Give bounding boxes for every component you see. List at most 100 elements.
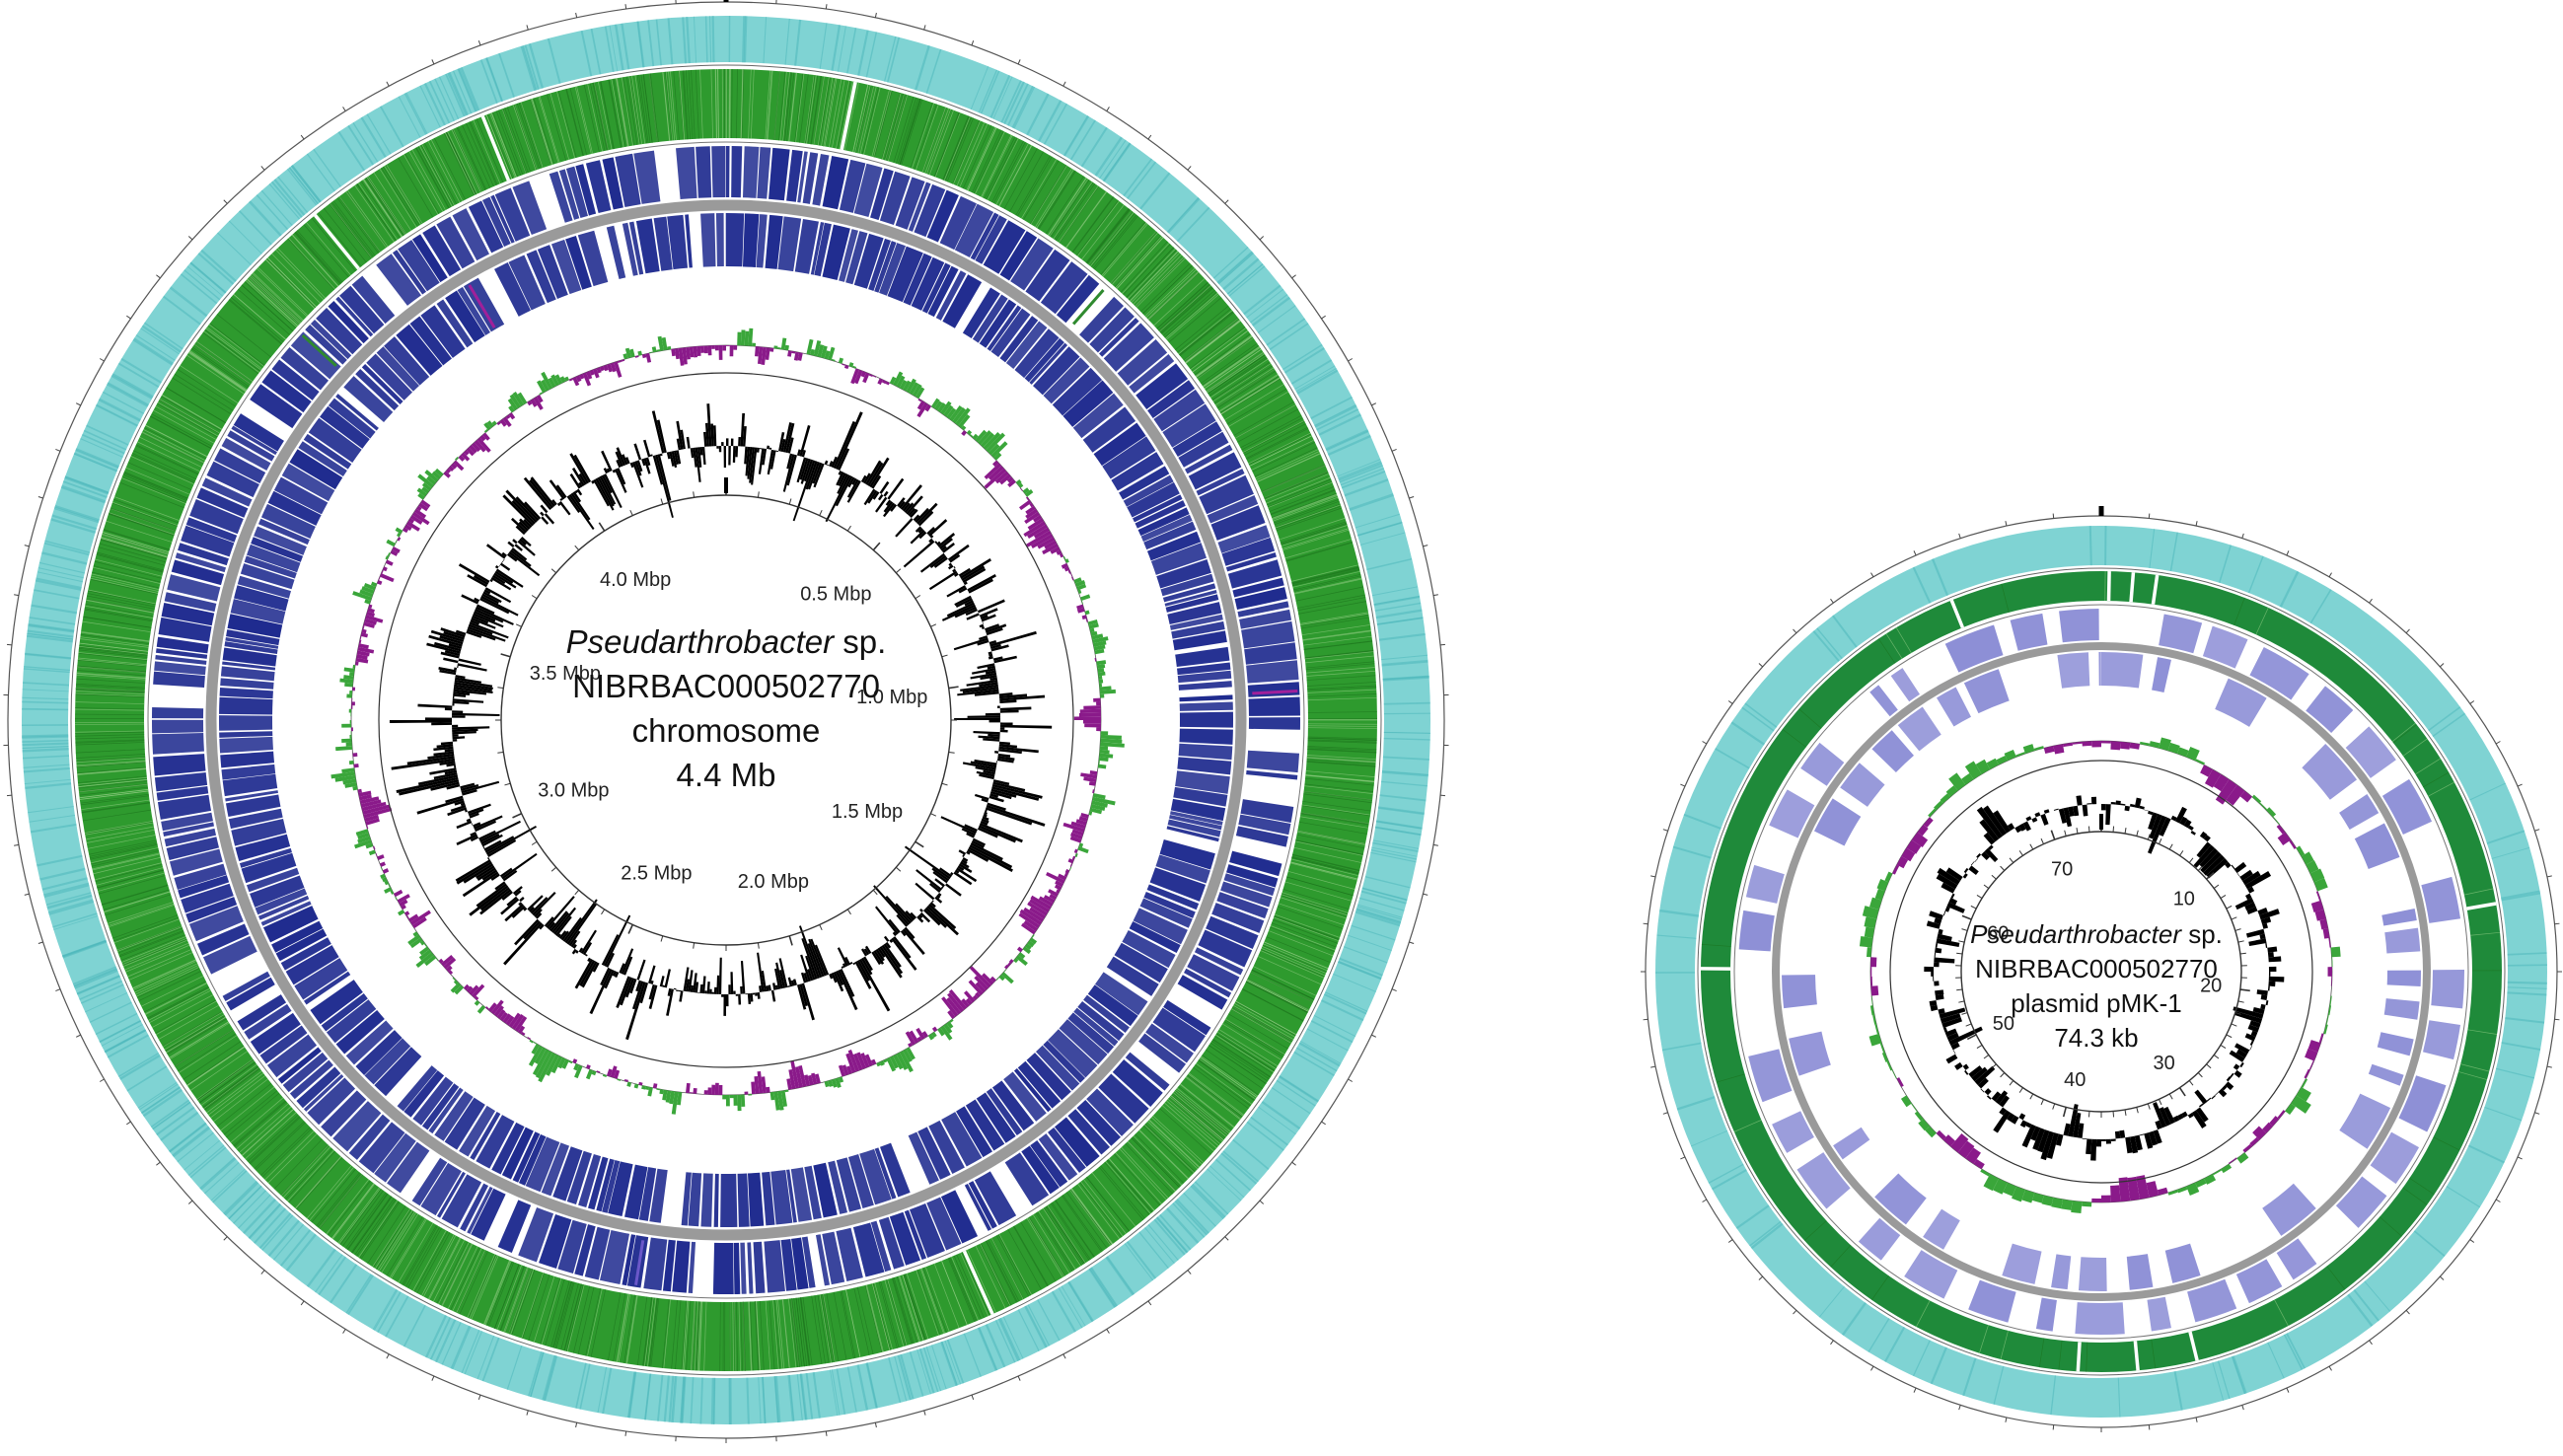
chromosome-scale-tick: [872, 889, 878, 896]
chromosome-cds-reverse: [273, 476, 329, 515]
chromosome-green-stripe: [1296, 831, 1365, 845]
chromosome-gc-skew-bar: [665, 1090, 672, 1103]
chromosome-green-stripe: [445, 131, 476, 195]
chromosome-cog-stripe: [1378, 806, 1425, 815]
chromosome-green-stripe: [1307, 740, 1377, 744]
chromosome-cog-stripe: [43, 542, 90, 556]
chromosome-cog-stripe: [1325, 991, 1368, 1012]
chromosome-green-stripe: [1132, 1136, 1181, 1187]
chromosome-gc-content-bar: [860, 957, 873, 976]
chromosome-cds-forward: [940, 1190, 979, 1244]
chromosome-cog-stripe: [1176, 1199, 1209, 1234]
chromosome-gc-skew-bar: [453, 460, 465, 472]
plasmid-gc-skew-bar: [1911, 1103, 1918, 1112]
chromosome-green-stripe: [566, 1284, 585, 1352]
plasmid-gc-content-bar: [2063, 1123, 2071, 1136]
chromosome-green-stripe: [1304, 651, 1374, 660]
chromosome-green-stripe: [924, 1267, 950, 1333]
chromosome-cog-stripe: [1266, 318, 1306, 346]
chromosome-green-stripe: [822, 1293, 835, 1362]
chromosome-green-stripe: [113, 916, 180, 942]
chromosome-green-stripe: [257, 266, 309, 317]
chromosome-gc-content-bar: [554, 915, 572, 937]
chromosome-green-stripe: [418, 145, 453, 207]
chromosome-gc-content-bar: [470, 619, 480, 625]
chromosome-green-stripe: [89, 841, 158, 857]
chromosome-green-stripe: [203, 330, 260, 373]
chromosome-gc-skew-bar: [366, 611, 375, 618]
chromosome-green-stripe: [1306, 675, 1376, 681]
chromosome-cog-stripe: [23, 755, 70, 760]
chromosome-gc-skew-bar: [1013, 958, 1019, 964]
chromosome-gc-skew-bar: [667, 345, 672, 350]
chromosome-green-stripe: [75, 707, 145, 710]
chromosome-gc-skew-bar: [965, 997, 973, 1005]
chromosome-green-stripe: [470, 120, 498, 185]
chromosome-gc-content-bar: [501, 560, 504, 563]
plasmid-gc-content-bar: [2090, 1138, 2097, 1161]
chromosome-gc-skew-bar: [994, 471, 1009, 484]
chromosome-gc-content-bar: [461, 594, 479, 605]
chromosome-green-stripe: [360, 1201, 401, 1260]
chromosome-scale-tick: [531, 595, 538, 600]
plasmid-gc-skew-bar: [2129, 742, 2141, 750]
chromosome-green-stripe: [107, 902, 174, 924]
chromosome-cds-forward: [282, 1052, 329, 1093]
chromosome-gc-content-bar: [566, 495, 581, 514]
chromosome-gc-content-bar: [721, 442, 724, 447]
plasmid-scale-tick: [2231, 1023, 2237, 1027]
chromosome-green-stripe: [1265, 473, 1330, 501]
chromosome-gc-skew-bar: [348, 760, 354, 765]
chromosome-gc-content-bar: [998, 746, 1039, 754]
chromosome-gc-content-bar: [831, 972, 838, 983]
chromosome-cds-forward: [152, 707, 204, 719]
chromosome-gc-content-bar: [873, 950, 885, 965]
chromosome-green-stripe: [434, 137, 467, 200]
chromosome-cog-stripe: [1167, 197, 1201, 234]
chromosome-gc-skew-bar: [921, 1031, 928, 1039]
chromosome-gc-content-bar: [972, 837, 987, 846]
chromosome-gc-skew-bar: [507, 398, 518, 411]
chromosome-cds-reverse: [1033, 346, 1080, 396]
chromosome-cog-stripe: [23, 668, 70, 674]
chromosome-green-stripe: [306, 222, 351, 276]
chromosome-green-stripe: [155, 1000, 217, 1036]
chromosome-gc-skew-bar: [872, 375, 877, 378]
chromosome-green-stripe: [255, 1122, 306, 1171]
chromosome-cog-stripe: [915, 44, 930, 91]
chromosome-gc-content-bar: [961, 859, 968, 865]
chromosome-gc-skew-bar: [1054, 884, 1062, 891]
plasmid-cog-stripe: [2446, 1186, 2481, 1208]
plasmid-gc-content-bar: [2193, 844, 2215, 868]
plasmid-gc-content-bar: [2087, 803, 2092, 805]
chromosome-cds-forward: [161, 602, 215, 626]
chromosome-cog-stripe: [1166, 196, 1200, 233]
chromosome-gc-content-bar: [980, 820, 989, 826]
chromosome-gc-content-bar: [770, 989, 776, 1002]
chromosome-green-stripe: [881, 93, 902, 160]
chromosome-gc-skew-bar: [824, 1080, 830, 1088]
chromosome-green-stripe: [1212, 362, 1272, 401]
chromosome-cds-reverse: [298, 441, 347, 477]
chromosome-green-stripe: [1231, 1006, 1293, 1042]
chromosome-gc-content-bar: [989, 653, 993, 657]
chromosome-gc-skew-bar: [989, 443, 1000, 456]
chromosome-cog-stripe: [81, 433, 125, 455]
chromosome-gc-content-bar: [504, 904, 525, 922]
chromosome-gc-skew-bar: [341, 738, 352, 743]
chromosome-gc-skew-bar: [689, 1092, 694, 1094]
chromosome-green-stripe: [741, 69, 744, 139]
chromosome-gc-skew-bar: [903, 1049, 913, 1062]
chromosome-cog-stripe: [286, 168, 318, 206]
chromosome-gc-skew-bar: [940, 400, 952, 415]
plasmid-scale-tick: [2076, 828, 2079, 835]
chromosome-gc-content-bar: [800, 954, 811, 983]
chromosome-cog-stripe: [1377, 807, 1425, 816]
chromosome-gc-skew-bar: [1023, 907, 1045, 922]
chromosome-gc-skew-bar: [585, 1068, 593, 1080]
chromosome-tick-label: 2.0 Mbp: [738, 871, 809, 893]
chromosome-green-stripe: [854, 85, 871, 153]
chromosome-outer-tick: [575, 1421, 578, 1428]
chromosome-gc-skew-bar: [807, 1074, 814, 1086]
plasmid-scale-tick: [2237, 1000, 2244, 1003]
